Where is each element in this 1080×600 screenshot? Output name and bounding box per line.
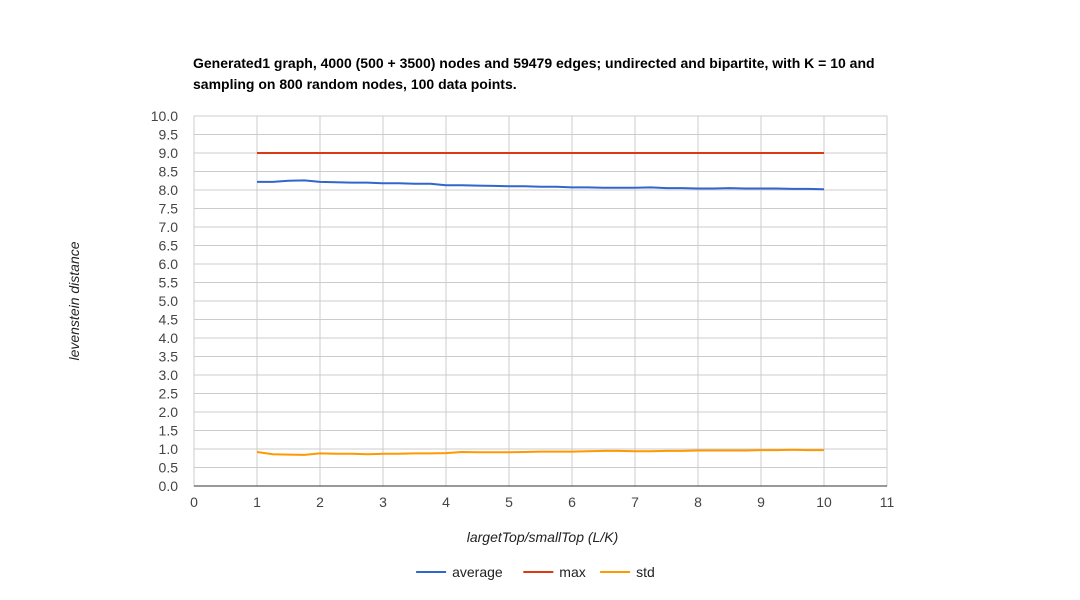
- y-tick-label: 9.5: [159, 127, 179, 143]
- y-tick-label: 1.5: [159, 423, 179, 439]
- legend-label-max: max: [559, 564, 585, 580]
- x-tick-label: 7: [631, 494, 639, 510]
- y-tick-label: 6.5: [159, 238, 179, 254]
- y-tick-label: 7.0: [159, 219, 179, 235]
- y-tick-label: 5.0: [159, 293, 179, 309]
- x-tick-label: 1: [253, 494, 261, 510]
- x-tick-label: 9: [757, 494, 765, 510]
- y-tick-label: 7.5: [159, 201, 179, 217]
- y-tick-label: 8.0: [159, 182, 179, 198]
- y-tick-label: 3.5: [159, 349, 179, 365]
- y-axis-label: levenstein distance: [66, 241, 82, 360]
- series-line-average: [257, 179, 825, 191]
- x-tick-label: 2: [316, 494, 324, 510]
- y-tick-label: 5.5: [159, 275, 179, 291]
- y-tick-label: 0.0: [159, 478, 179, 494]
- x-tick-label: 6: [568, 494, 576, 510]
- x-tick-label: 10: [816, 494, 832, 510]
- x-axis-label: largetTop/smallTop (L/K): [467, 529, 618, 545]
- y-tick-label: 4.0: [159, 330, 179, 346]
- chart-title: Generated1 graph, 4000 (500 + 3500) node…: [193, 55, 875, 92]
- y-tick-label: 2.0: [159, 404, 179, 420]
- x-tick-label: 8: [694, 494, 702, 510]
- legend-label-std: std: [636, 564, 655, 580]
- x-tick-label: 4: [442, 494, 450, 510]
- legend-label-average: average: [452, 564, 503, 580]
- y-tick-label: 10.0: [151, 108, 178, 124]
- y-tick-label: 0.5: [159, 460, 179, 476]
- series-line-std: [256, 448, 824, 456]
- x-tick-label: 5: [505, 494, 513, 510]
- y-tick-label: 4.5: [159, 312, 179, 328]
- y-tick-label: 1.0: [159, 441, 179, 457]
- x-tick-label: 0: [190, 494, 198, 510]
- y-tick-label: 3.0: [159, 367, 179, 383]
- y-tick-label: 2.5: [159, 386, 179, 402]
- y-tick-label: 8.5: [159, 164, 179, 180]
- x-tick-label: 11: [880, 494, 895, 510]
- y-tick-label: 6.0: [159, 256, 179, 272]
- y-tick-label: 9.0: [159, 145, 179, 161]
- x-tick-label: 3: [379, 494, 387, 510]
